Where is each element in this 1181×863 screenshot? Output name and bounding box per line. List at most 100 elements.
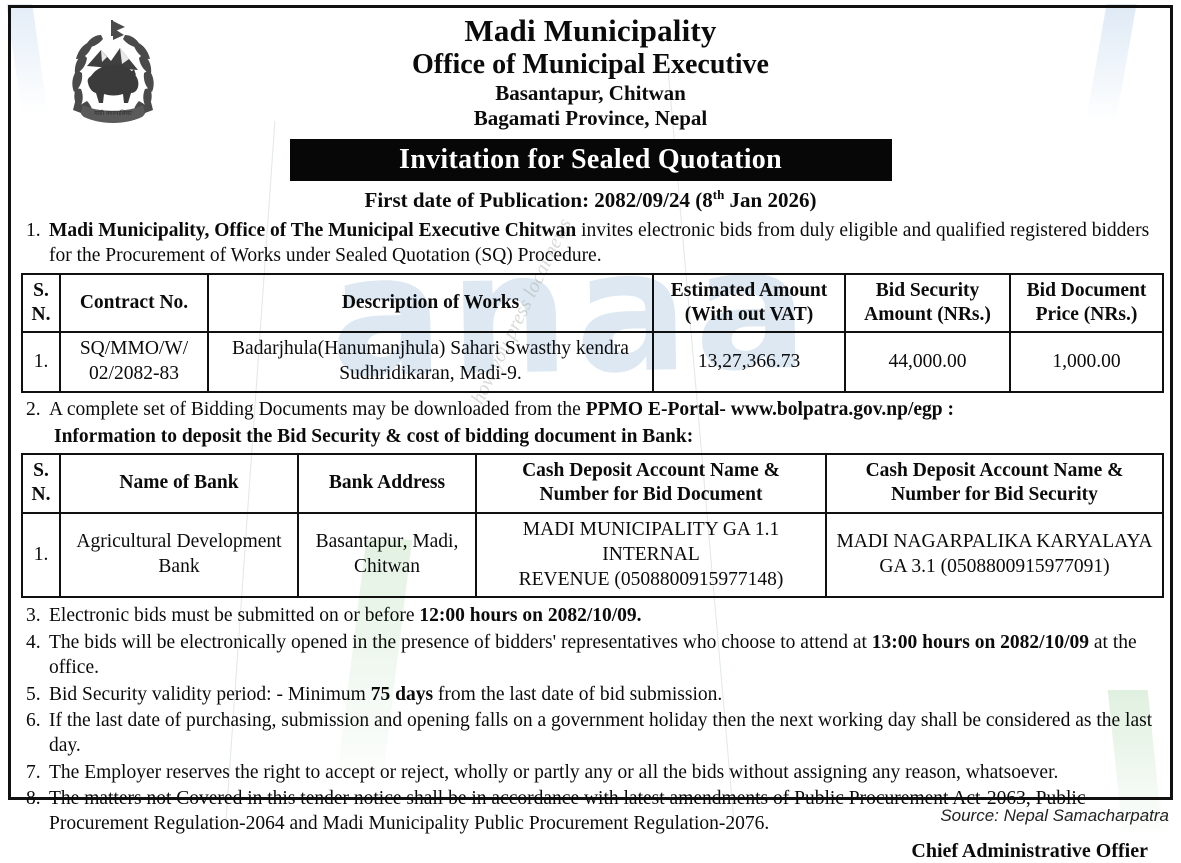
list-item-2-number: 2. <box>26 399 41 421</box>
header-text-block: Madi Municipality Office of Municipal Ex… <box>11 13 1170 132</box>
list-item-6: 6. If the last date of purchasing, submi… <box>21 708 1160 759</box>
works-th-biddoc-l2: Price (NRs.) <box>1035 303 1138 325</box>
bank-cell-sn: 1. <box>21 511 61 599</box>
bank-cell-address-l2: Chitwan <box>353 556 421 578</box>
bank-cell-address: Basantapur, Madi, Chitwan <box>297 511 477 599</box>
svg-text:माडी नगरपालिका: माडी नगरपालिका <box>94 109 132 117</box>
bank-cell-name: Agricultural Development Bank <box>59 511 299 599</box>
works-cell-description: Badarjhula(Hanumanjhula) Sahari Swasthy … <box>207 331 654 394</box>
list-item-1: 1. Madi Municipality, Office of The Muni… <box>21 218 1160 269</box>
bank-info-subheading: Information to deposit the Bid Security … <box>54 425 694 447</box>
list-item-5-number: 5. <box>26 683 41 705</box>
works-th-bidsec-l1: Bid Security <box>875 279 980 301</box>
works-th-description: Description of Works <box>207 272 654 334</box>
notice-header: माडी नगरपालिका Madi Municipality Office … <box>11 8 1170 213</box>
works-th-contract-no: Contract No. <box>59 272 209 334</box>
list-item-1-number: 1. <box>26 219 41 241</box>
works-cell-contract-no-l1: SQ/MMO/W/ <box>79 338 189 360</box>
list-item-3-number: 3. <box>26 605 41 627</box>
works-th-sn-l1: S. <box>33 279 49 301</box>
works-th-biddoc-l1: Bid Document <box>1026 279 1147 301</box>
list-item-7-number: 7. <box>26 761 41 783</box>
publication-date-prefix: First date of Publication: 2082/09/24 (8 <box>364 187 713 212</box>
list-item-3: 3. Electronic bids must be submitted on … <box>21 603 1160 628</box>
bank-th-sec-account-l2: Number for Bid Security <box>891 484 1098 506</box>
works-cell-description-l1: Badarjhula(Hanumanjhula) Sahari Swasthy … <box>232 338 629 360</box>
bank-cell-doc-account-l2: REVENUE (0508800915977148) <box>518 568 784 590</box>
organization-name: Madi Municipality <box>464 13 717 48</box>
list-item-4-text: The bids will be electronically opened i… <box>49 630 1160 681</box>
source-caption: Source: Nepal Samacharpatra <box>940 806 1169 825</box>
bank-cell-name-l1: Agricultural Development <box>76 531 282 553</box>
list-item-7-text: The Employer reserves the right to accep… <box>49 761 1059 783</box>
list-item-8-text: The matters not Covered in this tender n… <box>49 787 1086 835</box>
works-cell-sn: 1. <box>21 331 61 394</box>
list-item-7: 7. The Employer reserves the right to ac… <box>21 760 1160 785</box>
list-item-4-bold: 13:00 hours on 2082/10/09 <box>871 631 1090 653</box>
list-item-1-bold-lead: Madi Municipality, Office of The Municip… <box>49 219 577 241</box>
bank-th-sn: S. N. <box>21 452 61 514</box>
list-item-4: 4. The bids will be electronically opene… <box>21 630 1160 681</box>
works-th-bid-security: Bid Security Amount (NRs.) <box>844 272 1011 334</box>
works-cell-contract-no: SQ/MMO/W/ 02/2082-83 <box>59 331 209 394</box>
bank-th-address: Bank Address <box>297 452 477 514</box>
works-th-bid-document: Bid Document Price (NRs.) <box>1009 272 1164 334</box>
bank-th-sn-l1: S. <box>33 459 49 481</box>
bank-th-doc-account: Cash Deposit Account Name & Number for B… <box>475 452 827 514</box>
ppmo-portal-link[interactable]: PPMO E-Portal- www.bolpatra.gov.np/egp : <box>585 399 955 421</box>
works-cell-bid-document-price: 1,000.00 <box>1009 331 1164 394</box>
table-row: 1. SQ/MMO/W/ 02/2082-83 Badarjhula(Hanum… <box>21 331 1164 394</box>
table-row: 1. Agricultural Development Bank Basanta… <box>21 511 1164 599</box>
works-cell-bid-security-amount: 44,000.00 <box>844 331 1011 394</box>
works-th-bidsec-l2: Amount (NRs.) <box>864 303 991 325</box>
bank-cell-sec-account: MADI NAGARPALIKA KARYALAYA GA 3.1 (05088… <box>825 511 1164 599</box>
bank-cell-name-l2: Bank <box>158 556 200 578</box>
list-item-5-lead: Bid Security validity period: - Minimum <box>49 683 371 705</box>
office-name: Office of Municipal Executive <box>412 48 769 80</box>
works-table: S. N. Contract No. Description of Works … <box>21 272 1164 394</box>
works-cell-estimated-amount: 13,27,366.73 <box>652 331 846 394</box>
list-item-5-tail: from the last date of bid submission. <box>433 683 723 705</box>
bank-th-doc-account-l2: Number for Bid Document <box>539 484 763 506</box>
bank-th-doc-account-l1: Cash Deposit Account Name & <box>522 459 780 481</box>
nepal-government-emblem-icon: माडी नगरपालिका <box>57 14 169 126</box>
works-th-sn-l2: N. <box>31 303 51 325</box>
list-item-8-number: 8. <box>26 787 41 809</box>
bank-cell-sec-account-l1: MADI NAGARPALIKA KARYALAYA <box>836 531 1153 553</box>
signature-designation: Chief Administrative Offier <box>911 839 1148 862</box>
address-line-1: Basantapur, Chitwan <box>495 80 686 105</box>
works-th-estimated: Estimated Amount (With out VAT) <box>652 272 846 334</box>
list-item-8: 8. The matters not Covered in this tende… <box>21 786 1160 837</box>
address-line-2: Bagamati Province, Nepal <box>473 106 708 131</box>
list-item-6-text: If the last date of purchasing, submissi… <box>49 709 1153 757</box>
bank-cell-doc-account-l1: MADI MUNICIPALITY GA 1.1 INTERNAL <box>522 518 780 565</box>
bank-th-sn-l2: N. <box>31 484 51 506</box>
publication-date: First date of Publication: 2082/09/24 (8… <box>11 187 1170 213</box>
list-item-4-number: 4. <box>26 631 41 653</box>
bank-th-sec-account-l1: Cash Deposit Account Name & <box>865 459 1124 481</box>
publication-date-ordinal: th <box>712 186 725 202</box>
list-item-2: 2. A complete set of Bidding Documents m… <box>21 397 1160 422</box>
bank-th-name: Name of Bank <box>59 452 299 514</box>
bank-th-sec-account: Cash Deposit Account Name & Number for B… <box>825 452 1164 514</box>
notice-banner-title: Invitation for Sealed Quotation <box>289 138 892 181</box>
tender-notice-frame: माडी नगरपालिका Madi Municipality Office … <box>8 5 1173 862</box>
list-item-6-number: 6. <box>26 709 41 731</box>
works-th-sn: S. N. <box>21 272 61 334</box>
notice-body: 1. Madi Municipality, Office of The Muni… <box>11 213 1170 863</box>
list-item-5: 5. Bid Security validity period: - Minim… <box>21 682 1160 707</box>
works-table-header-row: S. N. Contract No. Description of Works … <box>21 272 1164 334</box>
list-item-5-bold: 75 days <box>370 683 434 705</box>
list-item-2-lead: A complete set of Bidding Documents may … <box>49 399 586 421</box>
bank-table: S. N. Name of Bank Bank Address Cash Dep… <box>21 452 1164 599</box>
works-cell-contract-no-l2: 02/2082-83 <box>89 363 179 385</box>
bank-cell-sec-account-l2: GA 3.1 (0508800915977091) <box>879 556 1110 578</box>
list-item-4-lead: The bids will be electronically opened i… <box>49 631 872 653</box>
bank-table-header-row: S. N. Name of Bank Bank Address Cash Dep… <box>21 452 1164 514</box>
works-th-estimated-l2: (With out VAT) <box>684 303 814 325</box>
list-item-3-lead: Electronic bids must be submitted on or … <box>49 605 420 627</box>
list-item-2-text: A complete set of Bidding Documents may … <box>49 397 1160 422</box>
list-item-3-text: Electronic bids must be submitted on or … <box>49 603 1160 628</box>
list-item-4-tail: at the office. <box>49 631 1137 679</box>
list-item-5-text: Bid Security validity period: - Minimum … <box>49 682 1160 707</box>
